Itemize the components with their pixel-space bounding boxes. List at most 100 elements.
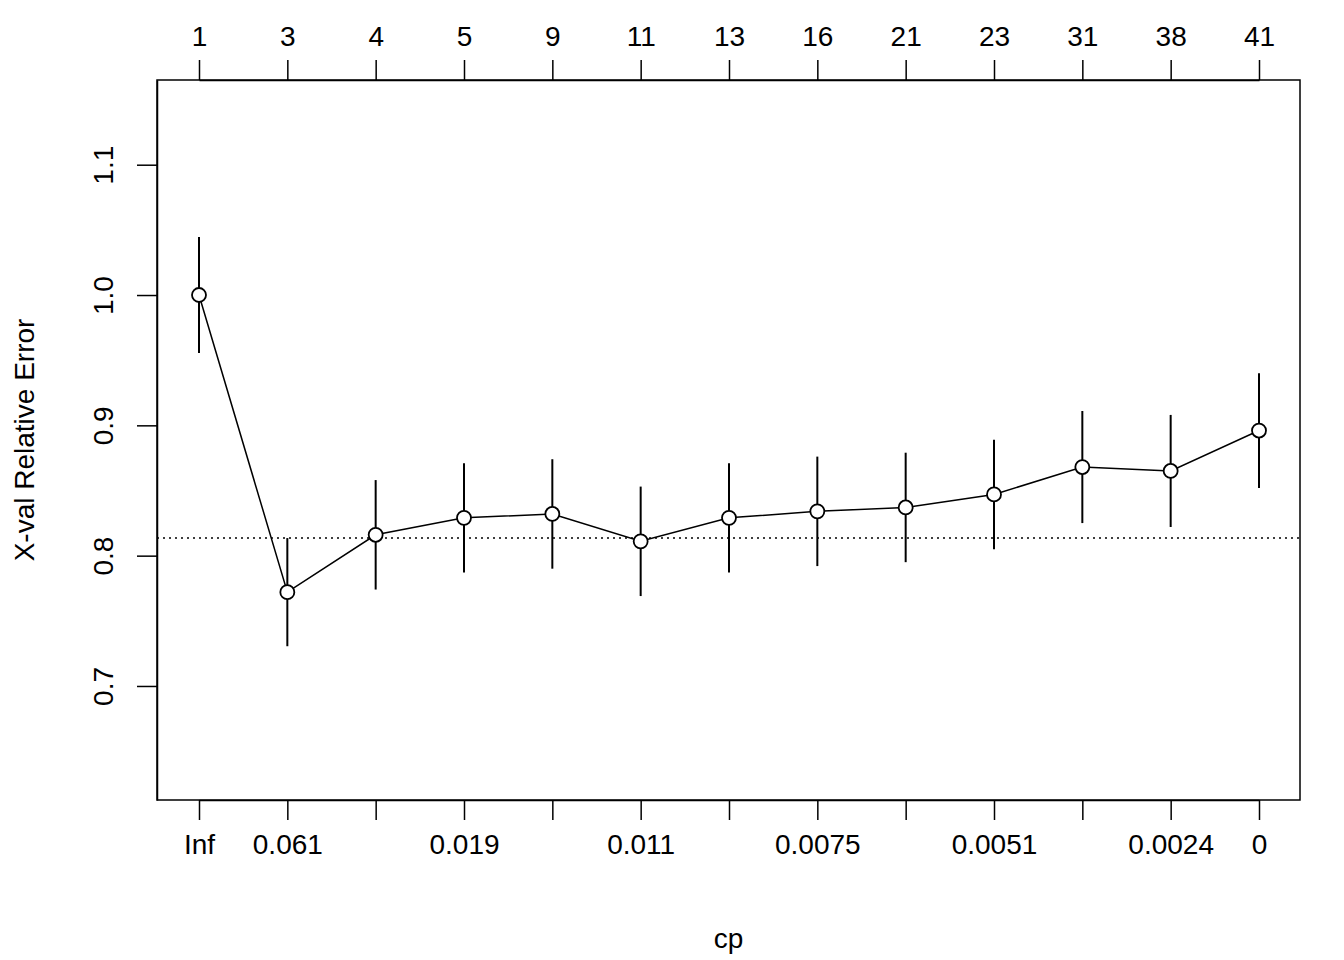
chart: Inf0.0610.0190.0110.00750.00510.00240134… <box>0 0 1344 960</box>
tick-label: 4 <box>368 21 384 52</box>
tick-mark <box>552 800 554 820</box>
tick: 41 <box>1244 21 1275 80</box>
tick-mark <box>137 164 157 166</box>
tick: 1.0 <box>88 276 157 315</box>
point <box>1164 464 1178 478</box>
tick-mark <box>375 60 377 80</box>
tick-mark <box>464 800 466 820</box>
tick: 11 <box>627 21 656 80</box>
point <box>280 585 294 599</box>
tick-mark <box>729 800 731 820</box>
tick-mark <box>1170 800 1172 820</box>
tick: 0.0024 <box>1128 800 1214 860</box>
tick: 9 <box>545 21 561 80</box>
tick-label: 0 <box>1252 829 1268 860</box>
tick-label: 0.7 <box>88 667 119 706</box>
tick <box>906 800 907 820</box>
tick: 1 <box>192 21 208 80</box>
tick: 5 <box>457 21 473 80</box>
tick-mark <box>994 800 996 820</box>
tick-label: 31 <box>1067 21 1098 52</box>
tick-label: 13 <box>714 21 745 52</box>
tick-mark <box>137 686 157 688</box>
tick-mark <box>552 60 554 80</box>
tick-label: 0.0051 <box>952 829 1038 860</box>
tick <box>376 800 377 820</box>
point <box>1075 460 1089 474</box>
axis-line <box>157 81 159 801</box>
tick-mark <box>287 60 289 80</box>
plot-area <box>157 237 1300 646</box>
y-axis: 0.7 0.8 0.9 1.0 1.1 <box>88 81 158 801</box>
tick-label: 0.0024 <box>1128 829 1214 860</box>
plot-frame <box>157 80 1300 800</box>
point <box>810 504 824 518</box>
tick <box>552 800 553 820</box>
tick: 4 <box>368 21 384 80</box>
tick-mark <box>640 60 642 80</box>
x2-axis: 134591113162123313841 <box>192 21 1275 81</box>
tick-mark <box>729 60 731 80</box>
point <box>1252 424 1266 438</box>
tick: 0.8 <box>88 537 157 576</box>
tick: 0.0051 <box>952 800 1038 860</box>
tick: 38 <box>1156 21 1187 80</box>
tick: 0.011 <box>607 800 675 860</box>
line <box>199 295 1259 592</box>
tick: 23 <box>979 21 1010 80</box>
tick-label: 0.9 <box>88 406 119 445</box>
tick-mark <box>817 800 819 820</box>
tick-label: 1.1 <box>88 146 119 185</box>
tick-mark <box>905 60 907 80</box>
tick-mark <box>199 60 201 80</box>
tick: Inf <box>184 800 215 860</box>
tick: 0.0075 <box>775 800 861 860</box>
tick-mark <box>287 800 289 820</box>
tick-label: 3 <box>280 21 296 52</box>
tick-label: 0.8 <box>88 537 119 576</box>
tick-label: Inf <box>184 829 215 860</box>
tick-mark <box>994 60 996 80</box>
tick-label: 11 <box>627 21 656 52</box>
tick <box>729 800 730 820</box>
tick: 16 <box>802 21 833 80</box>
tick: 0.061 <box>253 800 323 860</box>
tick-label: 0.011 <box>607 829 675 860</box>
tick-label: 1 <box>192 21 208 52</box>
tick: 3 <box>280 21 296 80</box>
tick-mark <box>905 800 907 820</box>
tick-label: 9 <box>545 21 561 52</box>
tick: 13 <box>714 21 745 80</box>
tick-mark <box>640 800 642 820</box>
point <box>899 500 913 514</box>
tick-mark <box>464 60 466 80</box>
tick-mark <box>1259 60 1261 80</box>
point <box>634 534 648 548</box>
tick-mark <box>137 295 157 297</box>
tick: 0.7 <box>88 667 157 706</box>
tick-mark <box>137 425 157 427</box>
tick-label: 21 <box>891 21 922 52</box>
point <box>369 528 383 542</box>
tick: 21 <box>891 21 922 80</box>
point <box>722 511 736 525</box>
tick: 31 <box>1067 21 1098 80</box>
tick-mark <box>1082 60 1084 80</box>
tick-label: 1.0 <box>88 276 119 315</box>
tick-label: 0.061 <box>253 829 323 860</box>
tick: 1.1 <box>88 146 157 185</box>
point <box>192 288 206 302</box>
tick-label: 41 <box>1244 21 1275 52</box>
tick-label: 0.0075 <box>775 829 861 860</box>
tick-mark <box>137 555 157 557</box>
tick-mark <box>1082 800 1084 820</box>
tick <box>1082 800 1083 820</box>
tick-label: 0.019 <box>429 829 499 860</box>
tick: 0.019 <box>429 800 499 860</box>
tick-mark <box>1170 60 1172 80</box>
point <box>457 511 471 525</box>
point <box>987 487 1001 501</box>
y-axis-title: X-val Relative Error <box>9 319 40 562</box>
tick-label: 16 <box>802 21 833 52</box>
x-axis-title: cp <box>714 923 744 954</box>
